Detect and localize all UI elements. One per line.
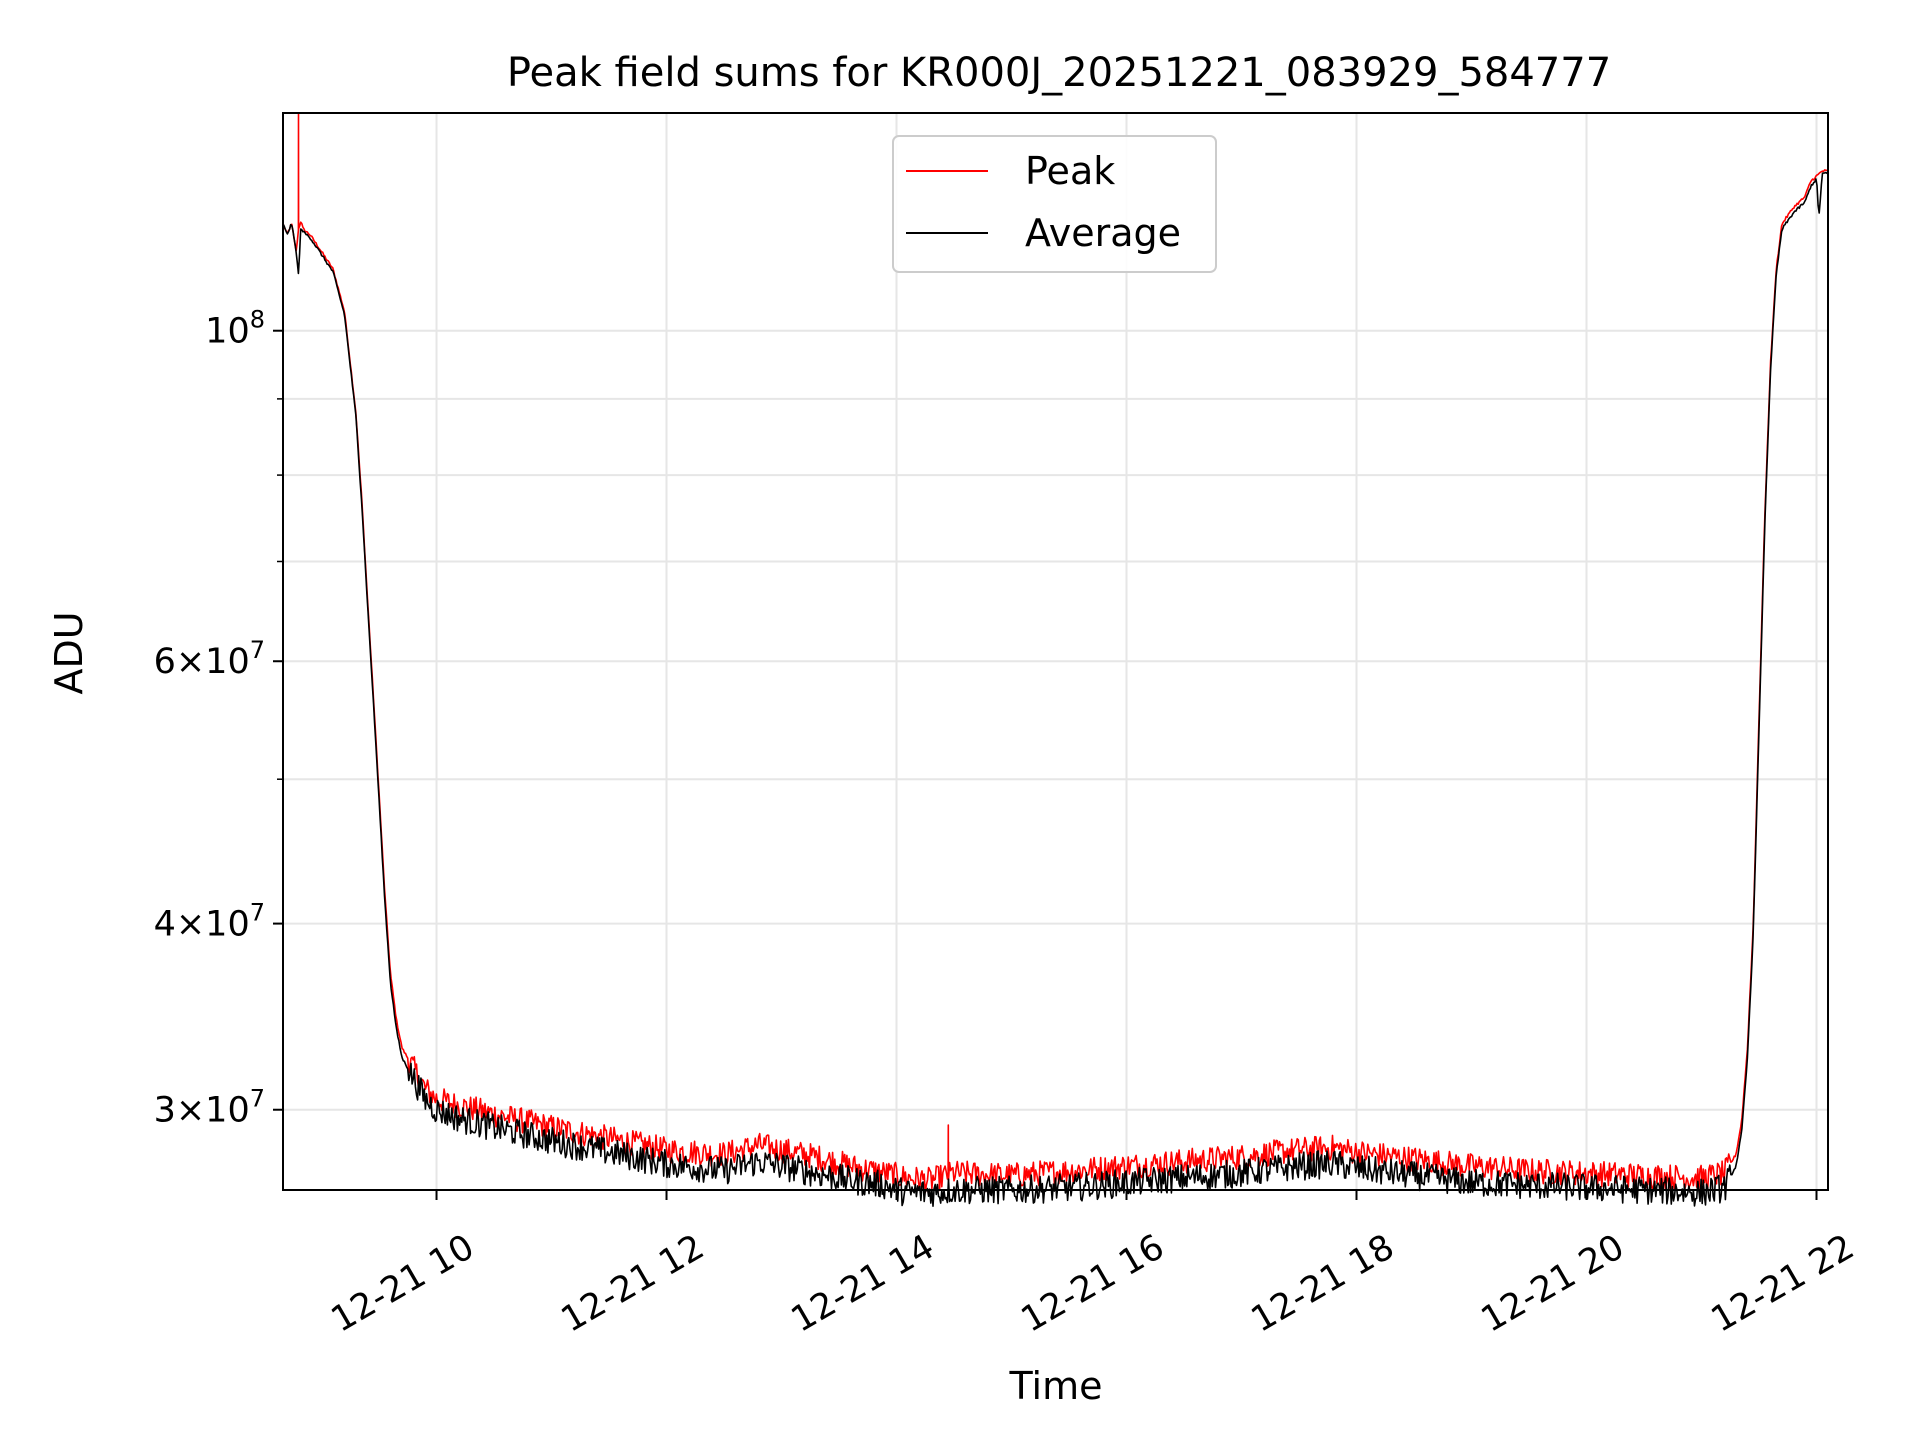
grid	[283, 113, 1828, 1190]
y-axis-label: ADU	[47, 611, 91, 694]
x-tick-label: 12-21 10	[325, 1227, 481, 1340]
legend-label-peak: Peak	[1025, 149, 1115, 193]
y-tick-label: 3×107	[154, 1085, 265, 1131]
series-layer	[282, 112, 1829, 1207]
x-tick-label: 12-21 22	[1705, 1227, 1861, 1340]
x-tick-label: 12-21 18	[1245, 1227, 1401, 1340]
legend-label-average: Average	[1025, 211, 1181, 255]
series-line-average	[282, 171, 1829, 1207]
plot-area-frame	[282, 112, 1829, 1191]
chart-title: Peak field sums for KR000J_20251221_0839…	[507, 50, 1611, 96]
y-tick-label: 6×107	[154, 636, 265, 682]
y-tick-label: 4×107	[154, 899, 265, 945]
x-tick-label: 12-21 14	[785, 1227, 941, 1340]
x-tick-label: 12-21 16	[1015, 1227, 1171, 1340]
x-tick-label: 12-21 12	[555, 1227, 711, 1340]
x-tick-label: 12-21 20	[1475, 1227, 1631, 1340]
legend: Peak Average	[892, 135, 1217, 273]
series-line-peak	[282, 112, 1828, 1194]
y-tick-label: 108	[205, 306, 265, 352]
x-axis-label: Time	[1009, 1364, 1103, 1408]
